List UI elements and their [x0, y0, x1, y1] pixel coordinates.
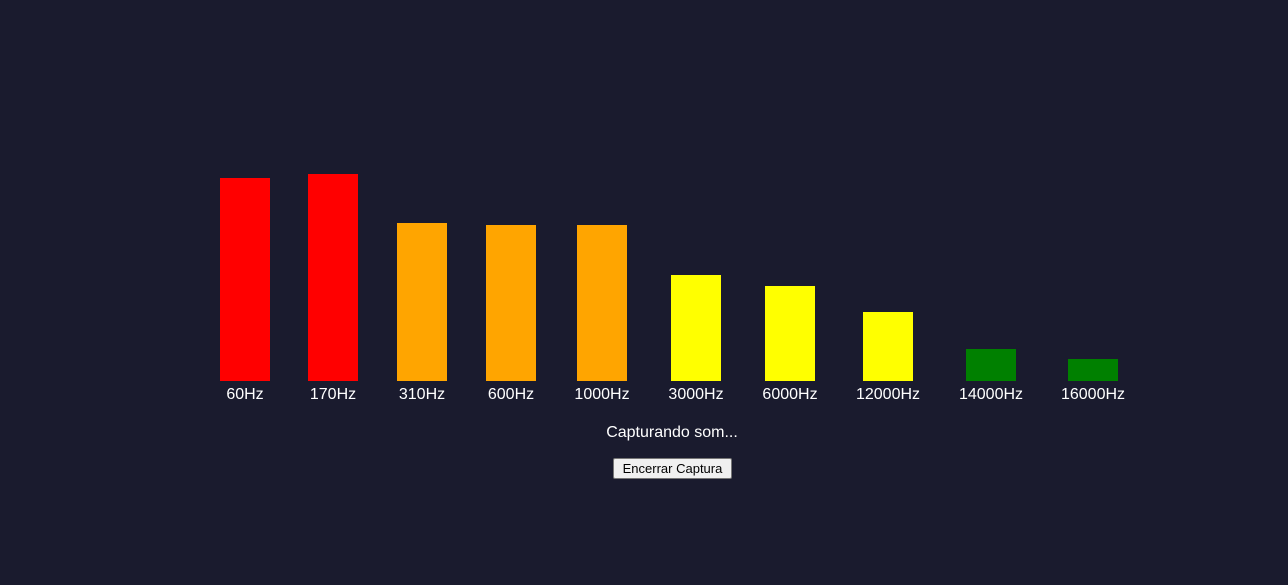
frequency-bar	[308, 174, 358, 381]
frequency-label: 1000Hz	[574, 386, 630, 403]
frequency-bar	[1068, 359, 1118, 381]
frequency-band: 310Hz	[362, 0, 482, 405]
frequency-label: 310Hz	[398, 386, 446, 403]
frequency-label: 16000Hz	[1060, 386, 1126, 403]
frequency-bar	[966, 349, 1016, 381]
frequency-band: 60Hz	[185, 0, 305, 405]
frequency-bar	[397, 223, 447, 381]
frequency-bar	[765, 286, 815, 381]
frequency-band: 6000Hz	[730, 0, 850, 405]
frequency-label: 600Hz	[487, 386, 535, 403]
stop-capture-button[interactable]: Encerrar Captura	[613, 458, 732, 479]
frequency-bar	[486, 225, 536, 381]
frequency-band: 12000Hz	[828, 0, 948, 405]
frequency-bar	[671, 275, 721, 381]
frequency-bar	[577, 225, 627, 381]
frequency-label: 60Hz	[226, 386, 264, 403]
frequency-label: 3000Hz	[668, 386, 724, 403]
frequency-band: 1000Hz	[542, 0, 662, 405]
frequency-label: 170Hz	[309, 386, 357, 403]
status-text: Capturando som...	[606, 424, 738, 441]
frequency-label: 12000Hz	[855, 386, 921, 403]
frequency-band: 3000Hz	[636, 0, 756, 405]
frequency-label: 6000Hz	[762, 386, 818, 403]
frequency-bar	[220, 178, 270, 381]
frequency-band: 14000Hz	[931, 0, 1051, 405]
frequency-band: 16000Hz	[1033, 0, 1153, 405]
frequency-label: 14000Hz	[958, 386, 1024, 403]
frequency-band: 600Hz	[451, 0, 571, 405]
frequency-band: 170Hz	[273, 0, 393, 405]
frequency-bar	[863, 312, 913, 381]
